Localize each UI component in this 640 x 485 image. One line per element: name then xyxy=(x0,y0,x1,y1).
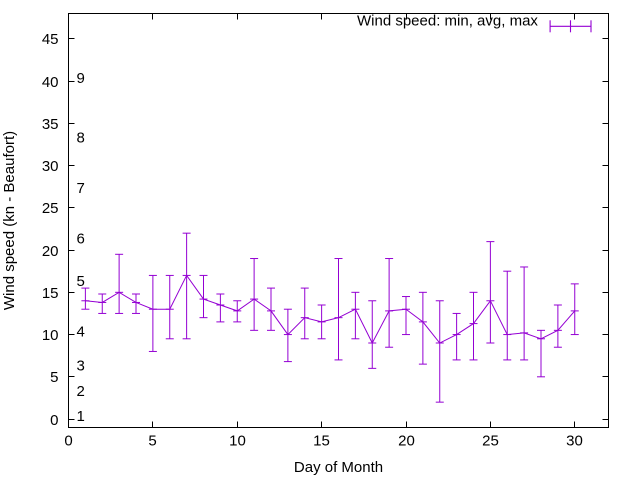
svg-text:45: 45 xyxy=(42,31,59,48)
svg-text:5: 5 xyxy=(77,273,85,290)
svg-text:30: 30 xyxy=(42,158,59,175)
svg-text:Wind speed: min, avg, max: Wind speed: min, avg, max xyxy=(357,12,538,29)
svg-text:3: 3 xyxy=(77,357,85,374)
svg-text:Day of Month: Day of Month xyxy=(294,459,383,476)
svg-text:2: 2 xyxy=(77,383,85,400)
svg-text:5: 5 xyxy=(148,433,156,450)
svg-text:15: 15 xyxy=(42,285,59,302)
svg-text:20: 20 xyxy=(398,433,415,450)
svg-text:0: 0 xyxy=(64,433,72,450)
svg-text:10: 10 xyxy=(42,327,59,344)
svg-text:1: 1 xyxy=(77,408,85,425)
svg-text:Wind speed (kn - Beaufort): Wind speed (kn - Beaufort) xyxy=(1,131,18,310)
svg-text:7: 7 xyxy=(77,180,85,197)
svg-text:6: 6 xyxy=(77,231,85,248)
svg-text:25: 25 xyxy=(482,433,499,450)
svg-text:25: 25 xyxy=(42,200,59,217)
svg-text:5: 5 xyxy=(50,369,58,386)
svg-text:10: 10 xyxy=(229,433,246,450)
svg-text:0: 0 xyxy=(50,412,58,429)
svg-text:35: 35 xyxy=(42,116,59,133)
svg-text:4: 4 xyxy=(77,324,85,341)
svg-text:8: 8 xyxy=(77,129,85,146)
svg-text:9: 9 xyxy=(77,70,85,87)
svg-text:30: 30 xyxy=(566,433,583,450)
svg-text:20: 20 xyxy=(42,243,59,260)
svg-text:15: 15 xyxy=(313,433,330,450)
svg-text:40: 40 xyxy=(42,74,59,91)
